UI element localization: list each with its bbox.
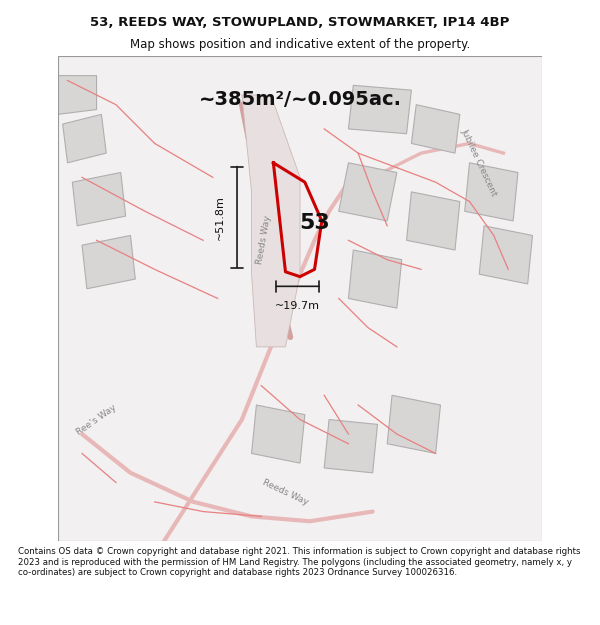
- Polygon shape: [387, 396, 440, 454]
- Text: Map shows position and indicative extent of the property.: Map shows position and indicative extent…: [130, 38, 470, 51]
- Polygon shape: [339, 162, 397, 221]
- Polygon shape: [407, 192, 460, 250]
- Text: Reeds Way: Reeds Way: [261, 478, 310, 507]
- Polygon shape: [412, 104, 460, 153]
- Polygon shape: [464, 162, 518, 221]
- Text: Contains OS data © Crown copyright and database right 2021. This information is : Contains OS data © Crown copyright and d…: [18, 548, 581, 577]
- Text: 53, REEDS WAY, STOWUPLAND, STOWMARKET, IP14 4BP: 53, REEDS WAY, STOWUPLAND, STOWMARKET, I…: [91, 16, 509, 29]
- Text: ~19.7m: ~19.7m: [275, 301, 320, 311]
- Polygon shape: [82, 236, 136, 289]
- Polygon shape: [73, 173, 125, 226]
- Text: Jubilee Crescent: Jubilee Crescent: [460, 127, 499, 198]
- Polygon shape: [242, 95, 300, 347]
- Text: ~51.8m: ~51.8m: [215, 194, 225, 239]
- Text: 53: 53: [299, 213, 330, 233]
- Polygon shape: [349, 250, 402, 308]
- Polygon shape: [349, 85, 412, 134]
- Polygon shape: [251, 405, 305, 463]
- Text: ~385m²/~0.095ac.: ~385m²/~0.095ac.: [199, 90, 401, 109]
- Text: Ree’s Way: Ree’s Way: [75, 402, 118, 436]
- Polygon shape: [479, 226, 533, 284]
- Text: Reeds Way: Reeds Way: [255, 215, 272, 266]
- Polygon shape: [324, 419, 377, 472]
- Polygon shape: [58, 76, 97, 114]
- Polygon shape: [62, 114, 106, 162]
- Polygon shape: [58, 56, 542, 541]
